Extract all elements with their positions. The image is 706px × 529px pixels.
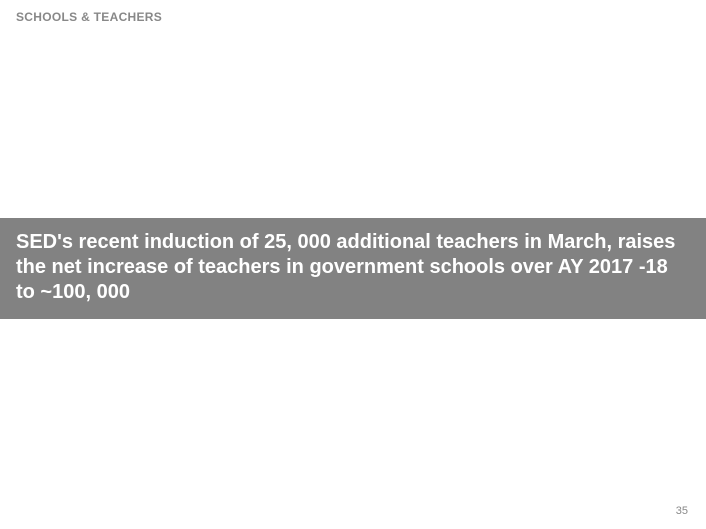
- page-number: 35: [676, 505, 688, 517]
- title-banner: SED's recent induction of 25, 000 additi…: [0, 218, 706, 319]
- banner-text: SED's recent induction of 25, 000 additi…: [16, 230, 690, 305]
- section-label: SCHOOLS & TEACHERS: [16, 10, 162, 24]
